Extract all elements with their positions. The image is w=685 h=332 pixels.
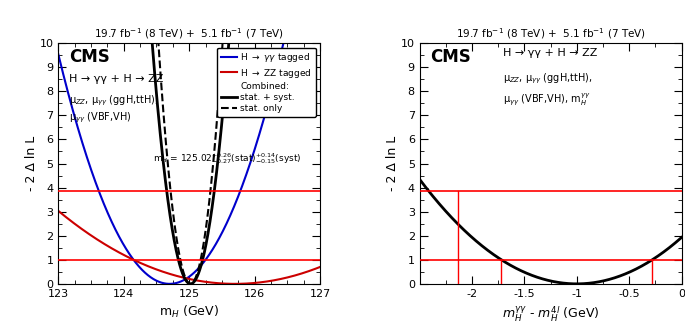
Y-axis label: - 2 Δ ln L: - 2 Δ ln L (386, 136, 399, 191)
Y-axis label: - 2 Δ ln L: - 2 Δ ln L (25, 136, 38, 191)
Text: μ$_{\gamma\gamma}$ (VBF,VH): μ$_{\gamma\gamma}$ (VBF,VH) (68, 111, 132, 125)
Text: m$_{H}$ = 125.02$^{+0.26}_{-0.27}$(stat)$^{+0.14}_{-0.15}$(syst): m$_{H}$ = 125.02$^{+0.26}_{-0.27}$(stat)… (153, 151, 301, 166)
Text: μ$_{\gamma\gamma}$ (VBF,VH), m$^{\gamma\gamma}_{H}$: μ$_{\gamma\gamma}$ (VBF,VH), m$^{\gamma\… (503, 91, 591, 108)
Text: μ$_{ZZ}$, μ$_{\gamma\gamma}$ (ggH,ttH),: μ$_{ZZ}$, μ$_{\gamma\gamma}$ (ggH,ttH), (68, 94, 158, 108)
Text: H → γγ + H → ZZ: H → γγ + H → ZZ (68, 74, 163, 84)
Text: CMS: CMS (68, 48, 110, 66)
Text: μ$_{ZZ}$, μ$_{\gamma\gamma}$ (ggH,ttH),: μ$_{ZZ}$, μ$_{\gamma\gamma}$ (ggH,ttH), (503, 72, 593, 86)
X-axis label: m$_{H}$ (GeV): m$_{H}$ (GeV) (160, 304, 219, 320)
Text: H → γγ + H → ZZ: H → γγ + H → ZZ (503, 48, 598, 58)
Title: 19.7 fb$^{-1}$ (8 TeV) +  5.1 fb$^{-1}$ (7 TeV): 19.7 fb$^{-1}$ (8 TeV) + 5.1 fb$^{-1}$ (… (456, 26, 646, 41)
X-axis label: $m_{H}^{\gamma\gamma}$ - $m_{H}^{4l}$ (GeV): $m_{H}^{\gamma\gamma}$ - $m_{H}^{4l}$ (G… (502, 304, 599, 324)
Text: CMS: CMS (430, 48, 471, 66)
Legend: H $\rightarrow$ $\gamma\gamma$ tagged, H $\rightarrow$ ZZ tagged, Combined:, sta: H $\rightarrow$ $\gamma\gamma$ tagged, H… (217, 48, 316, 117)
Title: 19.7 fb$^{-1}$ (8 TeV) +  5.1 fb$^{-1}$ (7 TeV): 19.7 fb$^{-1}$ (8 TeV) + 5.1 fb$^{-1}$ (… (94, 26, 284, 41)
